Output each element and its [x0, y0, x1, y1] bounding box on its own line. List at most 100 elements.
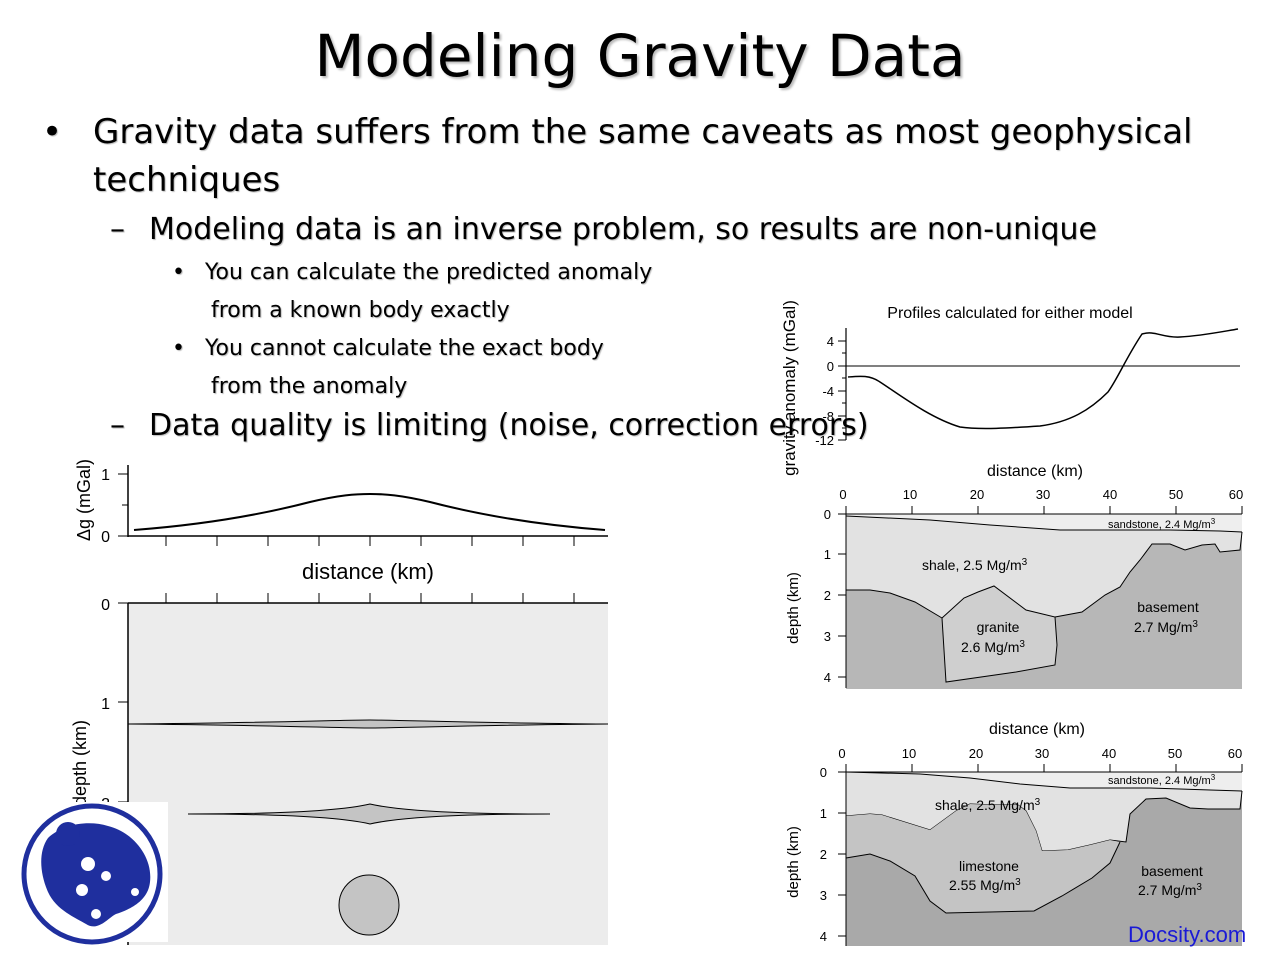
limestone-top-ticks	[845, 764, 1243, 772]
profile-tick-4: 4	[827, 334, 834, 349]
granite-y-tick-labels: 0 1 2 3 4	[824, 507, 831, 685]
granite-top-ticks	[845, 506, 1243, 514]
svg-text:4: 4	[824, 670, 831, 685]
sub-sub-bullet-text-continued: from a known body exactly	[211, 298, 510, 323]
limestone-basement-density: 2.7 Mg/m3	[1138, 882, 1202, 898]
granite-basement-density: 2.7 Mg/m3	[1134, 619, 1198, 635]
sub-sub-bullet-marker: •	[172, 260, 185, 285]
svg-text:10: 10	[902, 746, 916, 761]
sub-sub-bullet-text: You cannot calculate the exact body	[205, 336, 604, 361]
profile-y-ticks	[838, 340, 846, 441]
depth-tick-0: 0	[101, 597, 110, 614]
bullet-text-continued: techniques	[93, 160, 281, 200]
svg-text:0: 0	[839, 487, 846, 502]
limestone-sandstone-label: sandstone, 2.4 Mg/m3	[1108, 773, 1216, 787]
limestone-model-section: distance (km) 0 10 20 30 40 50 60 0 1 2 …	[785, 721, 1243, 946]
sub-bullet-text: Modeling data is an inverse problem, so …	[149, 212, 1097, 247]
limestone-shale-layer	[846, 772, 1242, 851]
sub-bullet-marker: –	[110, 408, 125, 443]
limestone-y-tick-labels: 0 1 2 3 4	[820, 765, 827, 944]
sub-bullet-marker: –	[110, 212, 125, 247]
profile-tick-minus12: -12	[815, 433, 834, 448]
svg-text:20: 20	[969, 746, 983, 761]
svg-text:30: 30	[1036, 487, 1050, 502]
limestone-density-label: 2.55 Mg/m3	[949, 877, 1021, 893]
depth-axis-label: depth (km)	[70, 720, 90, 806]
limestone-y-ticks	[838, 771, 846, 937]
profile-tick-minus8: -8	[822, 409, 834, 424]
svg-text:1: 1	[820, 806, 827, 821]
limestone-x-axis-label: distance (km)	[989, 721, 1085, 738]
svg-text:3: 3	[820, 888, 827, 903]
granite-y-ticks	[838, 513, 846, 678]
shallow-lens-body	[127, 719, 609, 729]
mid-lens-body	[187, 803, 551, 825]
limestone-x-ticks: 0 10 20 30 40 50 60	[838, 746, 1242, 761]
limestone-y-axis-label: depth (km)	[785, 826, 802, 898]
granite-label: granite	[977, 619, 1020, 635]
profile-tick-0: 0	[827, 359, 834, 374]
granite-sandstone-label: sandstone, 2.4 Mg/m3	[1108, 517, 1216, 531]
anomaly-axis-label: Δg (mGal)	[74, 459, 94, 541]
svg-text:60: 60	[1229, 487, 1243, 502]
svg-text:0: 0	[824, 507, 831, 522]
sub-sub-bullet-marker: •	[172, 336, 185, 361]
granite-shale-layer	[846, 514, 1242, 618]
granite-x-ticks: 0 10 20 30 40 50 60	[839, 487, 1243, 502]
anomaly-curve	[133, 492, 606, 531]
svg-text:1: 1	[824, 547, 831, 562]
svg-text:3: 3	[824, 629, 831, 644]
svg-text:20: 20	[970, 487, 984, 502]
docsity-logo[interactable]	[8, 802, 168, 945]
svg-text:60: 60	[1228, 746, 1242, 761]
sub-sub-bullet-text: You can calculate the predicted anomaly	[205, 260, 653, 285]
anomaly-x-ticks	[165, 536, 575, 546]
svg-text:4: 4	[820, 929, 827, 944]
distance-axis-label: distance (km)	[302, 559, 434, 584]
bullet-marker: •	[42, 112, 63, 152]
anomaly-tick-0: 0	[101, 529, 110, 546]
svg-text:50: 50	[1168, 746, 1182, 761]
granite-basement-label: basement	[1137, 599, 1199, 615]
svg-text:0: 0	[838, 746, 845, 761]
svg-text:2: 2	[820, 847, 827, 862]
svg-text:50: 50	[1169, 487, 1183, 502]
svg-text:40: 40	[1102, 746, 1116, 761]
slide-title: Modeling Gravity Data	[314, 22, 966, 90]
svg-text:0: 0	[820, 765, 827, 780]
sub-bullet-text: Data quality is limiting (noise, correct…	[149, 408, 869, 443]
limestone-label: limestone	[959, 858, 1019, 874]
limestone-body	[846, 804, 1120, 913]
limestone-shale-label: shale, 2.5 Mg/m3	[935, 797, 1041, 813]
profile-y-axis-label: gravity anomaly (mGal)	[780, 300, 799, 476]
granite-density-label: 2.6 Mg/m3	[961, 639, 1025, 655]
docsity-logo-icon	[21, 803, 163, 945]
granite-model-section: distance (km) 0 10 20 30 40 50 60 0 1 2 …	[785, 463, 1243, 689]
granite-basement-boundary	[846, 531, 1243, 619]
svg-text:30: 30	[1035, 746, 1049, 761]
svg-text:40: 40	[1103, 487, 1117, 502]
granite-x-axis-label: distance (km)	[987, 463, 1083, 480]
profile-tick-minus4: -4	[822, 384, 834, 399]
profile-curve	[847, 328, 1239, 430]
svg-text:10: 10	[903, 487, 917, 502]
svg-text:2: 2	[824, 588, 831, 603]
limestone-basement-label: basement	[1141, 863, 1203, 879]
sub-sub-bullet-text-continued: from the anomaly	[211, 374, 408, 399]
left-model-figure: Δg (mGal) 1 0 distance (km) 0 1 2 depth …	[70, 459, 609, 945]
limestone-sandstone-layer	[846, 772, 1242, 791]
granite-body	[941, 585, 1058, 683]
depth-tick-1: 1	[101, 696, 110, 713]
limestone-body-base	[845, 841, 1121, 914]
deep-sphere-body	[338, 874, 400, 936]
docsity-watermark[interactable]: Docsity.com	[1128, 922, 1247, 947]
anomaly-tick-1: 1	[101, 467, 110, 484]
granite-shale-label: shale, 2.5 Mg/m3	[922, 557, 1028, 573]
granite-sandstone-boundary	[845, 515, 1243, 533]
profile-plot-title: Profiles calculated for either model	[887, 305, 1132, 322]
profile-plot: Profiles calculated for either model gra…	[780, 300, 1240, 476]
limestone-sandstone-boundary	[845, 771, 1243, 792]
depth-top-ticks	[165, 593, 575, 603]
bullet-text: Gravity data suffers from the same cavea…	[93, 112, 1193, 152]
granite-y-axis-label: depth (km)	[785, 572, 802, 644]
